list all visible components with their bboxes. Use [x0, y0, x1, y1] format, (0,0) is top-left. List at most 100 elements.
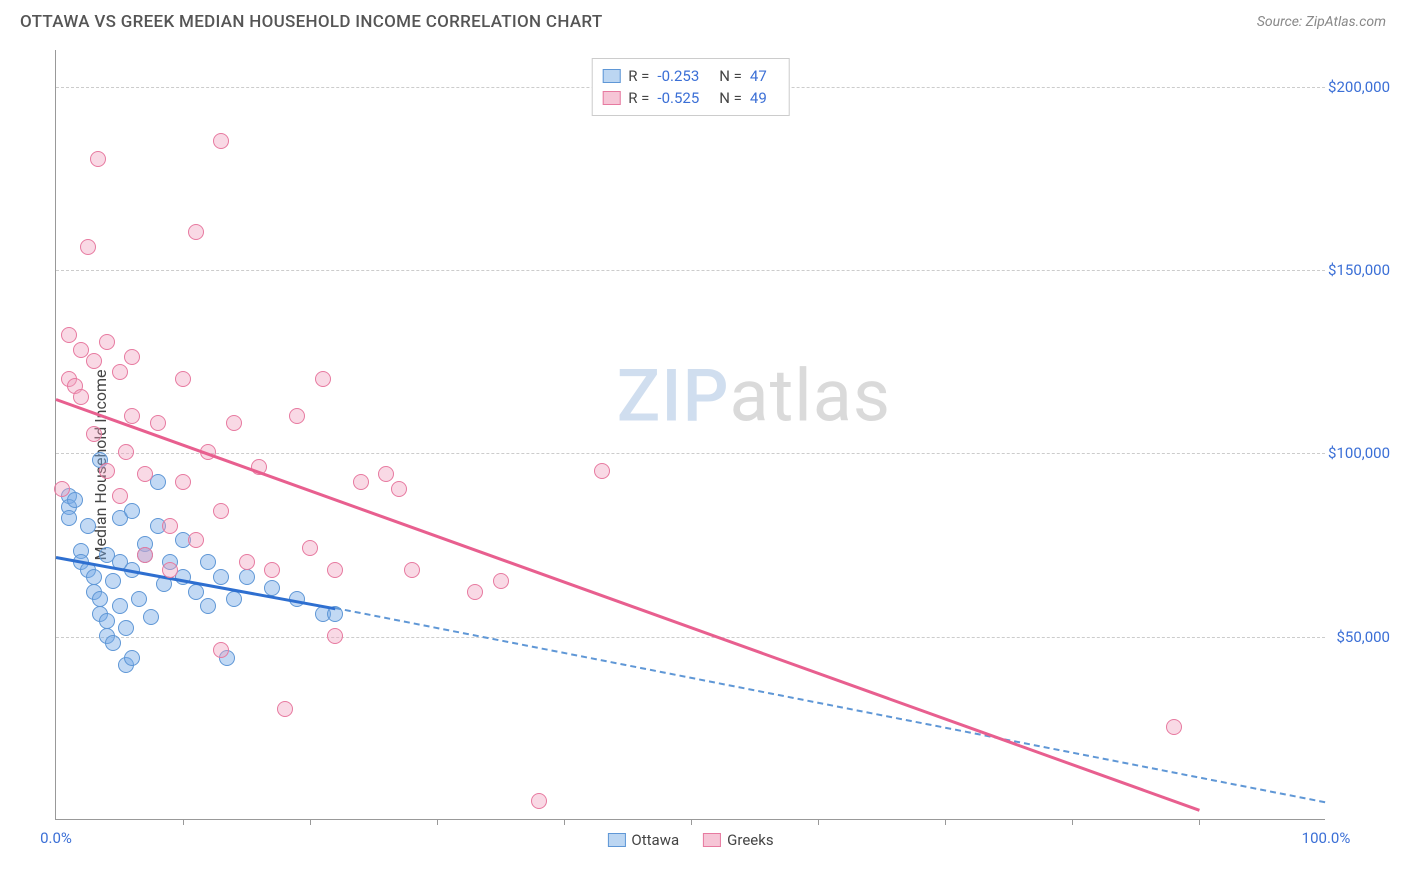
watermark: ZIPatlas	[617, 354, 891, 439]
data-point	[162, 562, 178, 578]
data-point	[213, 642, 229, 658]
x-tick	[691, 819, 692, 825]
gridline	[56, 453, 1325, 454]
gridline	[56, 270, 1325, 271]
y-tick-label: $200,000	[1328, 78, 1390, 96]
data-point	[277, 701, 293, 717]
data-point	[118, 444, 134, 460]
legend-label: Greeks	[727, 831, 773, 849]
data-point	[86, 353, 102, 369]
data-point	[162, 518, 178, 534]
data-point	[112, 488, 128, 504]
legend-n-label: N =	[719, 89, 742, 107]
data-point	[200, 554, 216, 570]
data-point	[264, 580, 280, 596]
data-point	[239, 554, 255, 570]
legend-swatch	[602, 69, 620, 83]
legend-swatch	[602, 91, 620, 105]
legend-n-label: N =	[719, 67, 742, 85]
legend-item: Ottawa	[607, 831, 679, 849]
data-point	[264, 562, 280, 578]
x-tick	[1199, 819, 1200, 825]
data-point	[137, 547, 153, 563]
data-point	[118, 620, 134, 636]
legend-n-value: 47	[750, 67, 767, 85]
x-tick	[437, 819, 438, 825]
x-axis-label: 100.0%	[1302, 829, 1351, 847]
data-point	[175, 371, 191, 387]
data-point	[213, 503, 229, 519]
data-point	[124, 408, 140, 424]
data-point	[1166, 719, 1182, 735]
data-point	[143, 609, 159, 625]
legend-r-label: R =	[628, 67, 649, 85]
data-point	[80, 518, 96, 534]
data-point	[531, 793, 547, 809]
data-point	[86, 426, 102, 442]
data-point	[131, 591, 147, 607]
x-tick	[183, 819, 184, 825]
data-point	[112, 598, 128, 614]
data-point	[137, 466, 153, 482]
chart-header: OTTAWA VS GREEK MEDIAN HOUSEHOLD INCOME …	[0, 0, 1406, 42]
legend-r-value: -0.253	[657, 67, 699, 85]
data-point	[124, 503, 140, 519]
chart-container: Median Household Income ZIPatlas R =-0.2…	[15, 50, 1391, 880]
x-axis-label: 0.0%	[40, 829, 72, 847]
gridline	[56, 637, 1325, 638]
data-point	[73, 389, 89, 405]
legend-swatch	[607, 833, 625, 847]
x-tick	[818, 819, 819, 825]
data-point	[213, 569, 229, 585]
legend-swatch	[703, 833, 721, 847]
legend-n-value: 49	[750, 89, 767, 107]
y-tick-label: $150,000	[1328, 261, 1390, 279]
data-point	[61, 327, 77, 343]
data-point	[99, 334, 115, 350]
data-point	[493, 573, 509, 589]
data-point	[175, 474, 191, 490]
data-point	[188, 224, 204, 240]
data-point	[467, 584, 483, 600]
data-point	[67, 492, 83, 508]
data-point	[105, 635, 121, 651]
data-point	[404, 562, 420, 578]
data-point	[92, 591, 108, 607]
legend-r-value: -0.525	[657, 89, 699, 107]
legend-r-label: R =	[628, 89, 649, 107]
data-point	[112, 364, 128, 380]
regression-line	[55, 398, 1199, 811]
data-point	[99, 463, 115, 479]
x-tick	[564, 819, 565, 825]
y-tick-label: $50,000	[1336, 628, 1390, 646]
x-tick	[310, 819, 311, 825]
data-point	[378, 466, 394, 482]
x-tick	[1072, 819, 1073, 825]
y-tick-label: $100,000	[1328, 444, 1390, 462]
x-tick	[945, 819, 946, 825]
legend-stat-row: R = -0.525 N = 49	[602, 87, 779, 109]
data-point	[239, 569, 255, 585]
data-point	[327, 562, 343, 578]
chart-title: OTTAWA VS GREEK MEDIAN HOUSEHOLD INCOME …	[20, 12, 603, 32]
data-point	[61, 510, 77, 526]
data-point	[188, 584, 204, 600]
watermark-atlas: atlas	[730, 354, 892, 439]
legend-label: Ottawa	[631, 831, 679, 849]
plot-area: ZIPatlas R =-0.253N =47R =-0.525N =49 Ot…	[55, 50, 1325, 820]
data-point	[150, 415, 166, 431]
data-point	[124, 650, 140, 666]
data-point	[200, 598, 216, 614]
data-point	[327, 628, 343, 644]
data-point	[213, 133, 229, 149]
data-point	[86, 569, 102, 585]
watermark-zip: ZIP	[617, 354, 730, 439]
data-point	[315, 371, 331, 387]
legend-stat-row: R = -0.253 N = 47	[602, 65, 779, 87]
data-point	[226, 591, 242, 607]
source-attribution: Source: ZipAtlas.com	[1257, 14, 1386, 30]
legend-stats-box: R = -0.253 N = 47 R = -0.525 N = 49	[591, 58, 790, 116]
data-point	[54, 481, 70, 497]
data-point	[289, 408, 305, 424]
data-point	[80, 239, 96, 255]
